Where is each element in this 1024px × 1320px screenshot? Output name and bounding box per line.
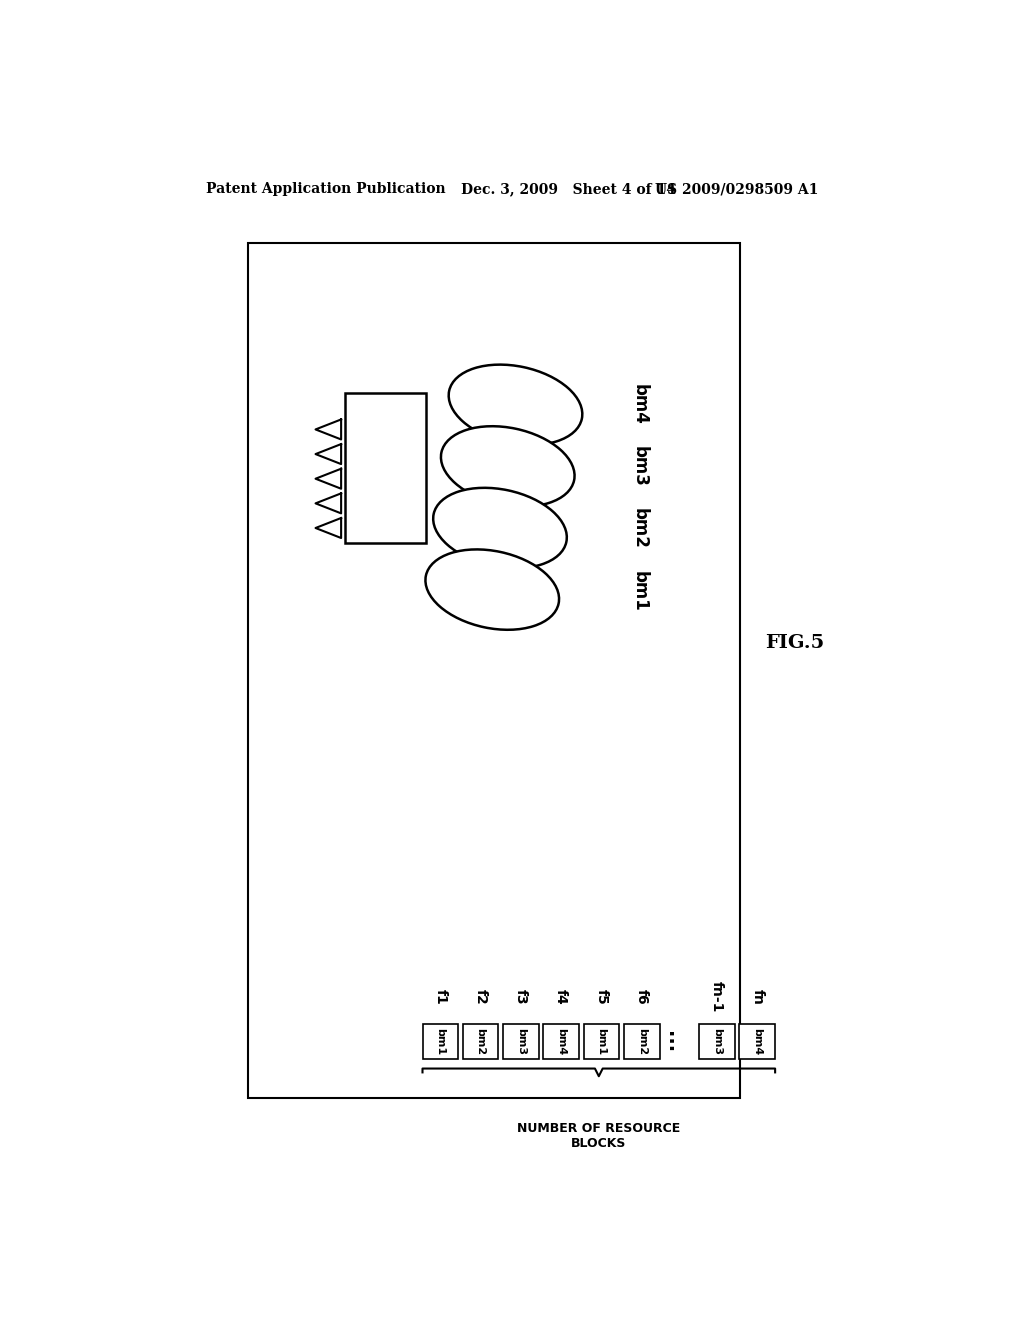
Text: bm1: bm1	[435, 1028, 445, 1055]
Text: Dec. 3, 2009   Sheet 4 of 14: Dec. 3, 2009 Sheet 4 of 14	[461, 182, 676, 197]
Text: bm1: bm1	[597, 1028, 606, 1055]
Bar	[624, 1024, 659, 1059]
Text: fn: fn	[751, 989, 764, 1005]
Bar	[699, 1024, 735, 1059]
Text: bm2: bm2	[637, 1028, 647, 1055]
Text: f4: f4	[554, 989, 568, 1005]
Text: bm3: bm3	[516, 1028, 526, 1055]
Bar	[423, 1024, 458, 1059]
Bar	[463, 1024, 499, 1059]
Bar	[345, 393, 426, 544]
Bar	[544, 1024, 579, 1059]
Text: NUMBER OF RESOURCE
BLOCKS: NUMBER OF RESOURCE BLOCKS	[517, 1122, 680, 1151]
Text: f1: f1	[433, 989, 447, 1005]
Ellipse shape	[425, 549, 559, 630]
Text: bm4: bm4	[753, 1028, 762, 1055]
Ellipse shape	[449, 364, 583, 445]
Text: bm3: bm3	[712, 1028, 722, 1055]
Ellipse shape	[433, 488, 567, 568]
Text: bm2: bm2	[631, 508, 648, 548]
Text: bm3: bm3	[631, 446, 648, 487]
Bar	[503, 1024, 539, 1059]
Ellipse shape	[441, 426, 574, 507]
Text: f3: f3	[514, 989, 528, 1005]
Text: fn-1: fn-1	[710, 981, 724, 1012]
Text: bm4: bm4	[631, 384, 648, 425]
Text: f2: f2	[474, 989, 487, 1005]
Text: ...: ...	[663, 1031, 682, 1052]
Text: bm1: bm1	[631, 570, 648, 611]
Text: f5: f5	[595, 989, 608, 1005]
Text: bm2: bm2	[475, 1028, 485, 1055]
Text: Patent Application Publication: Patent Application Publication	[206, 182, 445, 197]
Text: f6: f6	[635, 989, 649, 1005]
Bar	[584, 1024, 620, 1059]
Bar	[248, 243, 740, 1098]
Text: US 2009/0298509 A1: US 2009/0298509 A1	[655, 182, 818, 197]
Bar	[739, 1024, 775, 1059]
Text: FIG.5: FIG.5	[765, 635, 824, 652]
Text: bm4: bm4	[556, 1028, 566, 1055]
